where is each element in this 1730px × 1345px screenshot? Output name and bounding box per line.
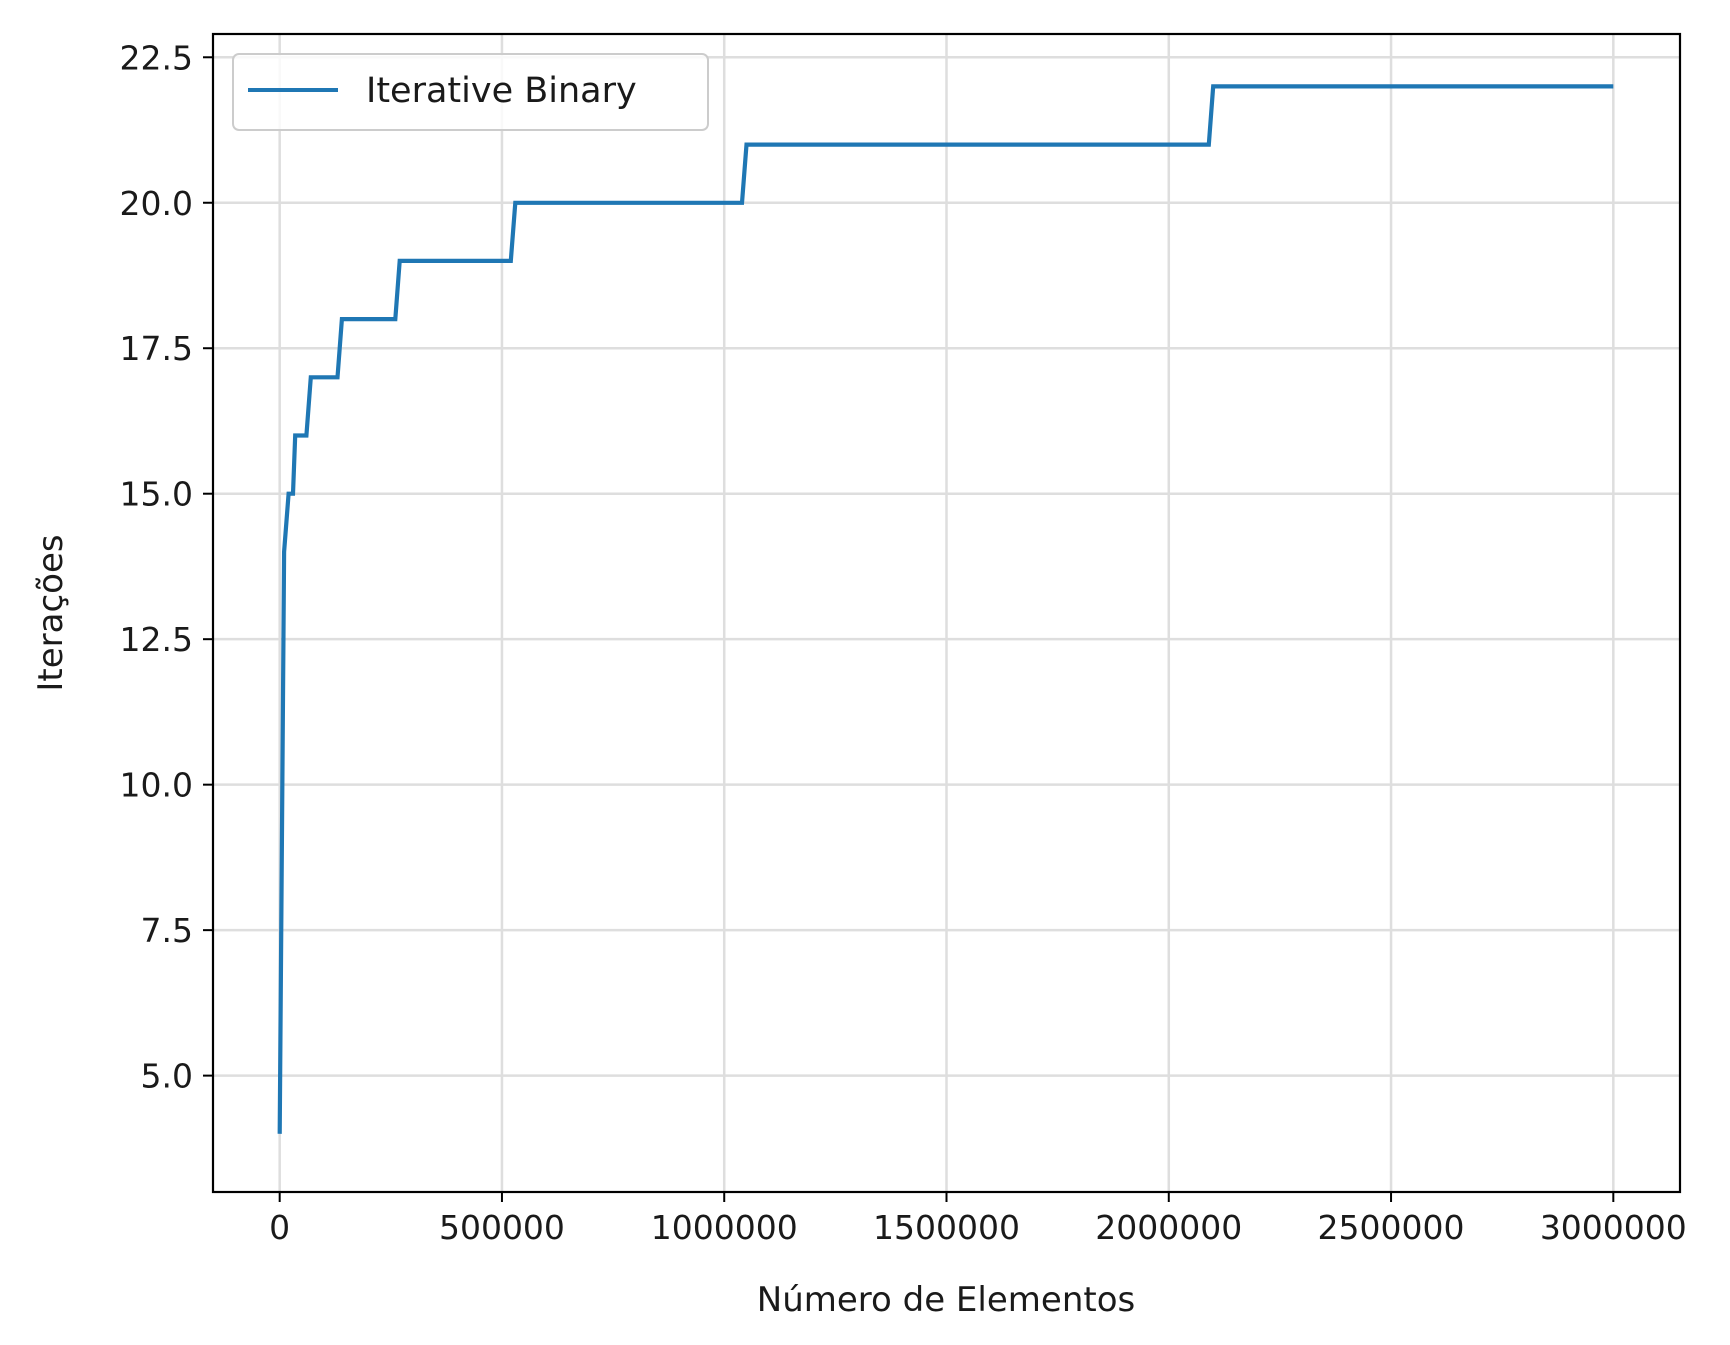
series-layer [277,84,1614,1134]
y-axis-tick-labels: 5.0 7.5 10.0 12.5 15.0 17.5 20.0 22.5 [120,38,193,1095]
y-tick-label: 22.5 [120,38,193,77]
x-axis-title: Número de Elementos [757,1280,1135,1320]
y-axis-title: Iterações [31,534,71,691]
series-line [277,84,1614,1134]
x-tick-label: 500000 [439,1208,565,1247]
legend: Iterative Binary [232,53,709,131]
x-axis-tick-labels: 0 500000 1000000 1500000 2000000 2500000 30000… [269,1208,1687,1247]
x-tick-label: 2500000 [1318,1208,1465,1247]
y-tick-label: 10.0 [120,766,193,805]
y-tick-label: 15.0 [120,475,193,514]
x-tick-label: 2000000 [1095,1208,1242,1247]
y-tick-label: 17.5 [120,329,193,368]
x-tick-label: 1500000 [873,1208,1020,1247]
y-tick-label: 12.5 [120,620,193,659]
y-tick-label: 20.0 [120,184,193,223]
x-tick-label: 1000000 [651,1208,798,1247]
x-tick-label: 3000000 [1540,1208,1687,1247]
legend-label: Iterative Binary [366,71,637,111]
y-tick-label: 5.0 [141,1057,193,1096]
legend-box [232,53,709,131]
x-tick-label: 0 [269,1208,290,1247]
y-tick-label: 7.5 [141,911,193,950]
grid [213,34,1680,1192]
axis-ticks [203,56,1615,1202]
